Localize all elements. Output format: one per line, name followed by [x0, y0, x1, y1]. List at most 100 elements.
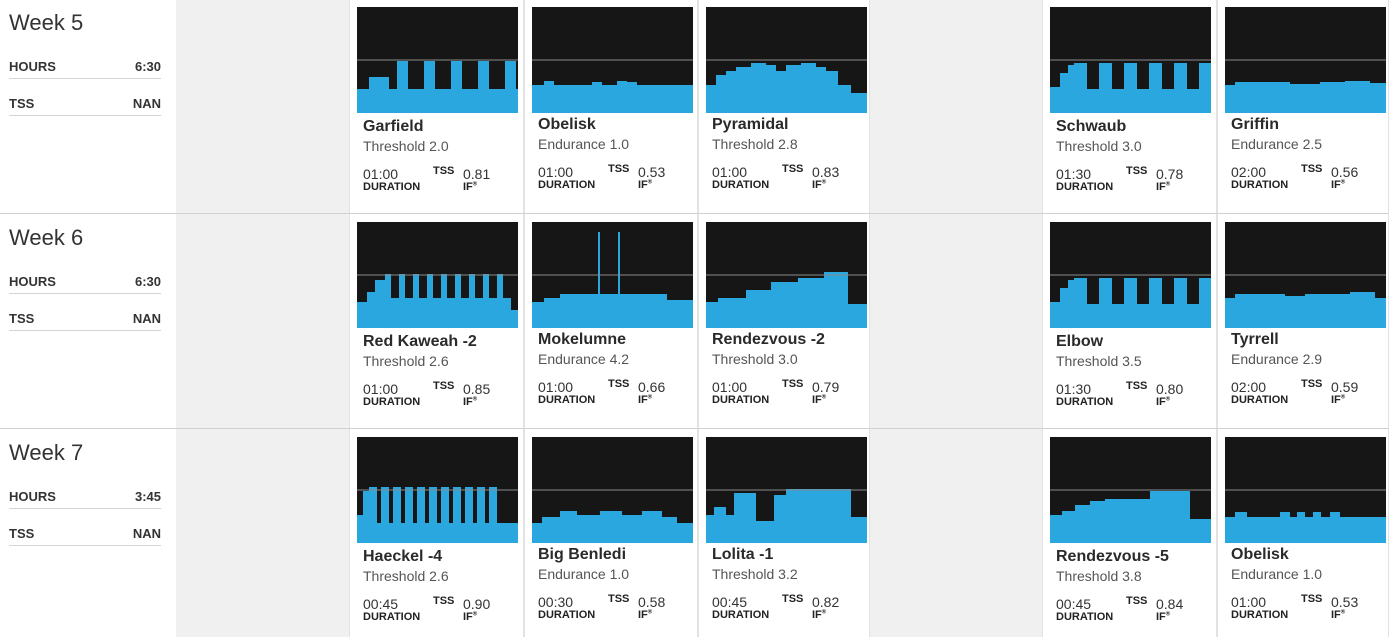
workout-duration-value: 01:30	[1056, 166, 1092, 182]
workout-if-value: 0.56	[1331, 164, 1359, 180]
workout-card[interactable]: Pyramidal Threshold 2.8 01:00 DURATION T…	[698, 0, 870, 215]
workout-if-value: 0.80	[1156, 381, 1184, 397]
tss-short-label: TSS	[782, 163, 804, 175]
workout-profile-chart	[532, 437, 693, 543]
empty-day-cell[interactable]	[176, 215, 349, 430]
empty-day-cell[interactable]	[870, 215, 1042, 430]
workout-name: Mokelumne	[538, 331, 627, 348]
tss-short-label: TSS	[782, 593, 804, 605]
workout-profile-chart	[1225, 222, 1386, 328]
workout-if-value: 0.53	[1331, 594, 1359, 610]
duration-label: DURATION	[1056, 611, 1114, 623]
if-label: IF®	[1331, 179, 1345, 191]
info-icon: ®	[472, 611, 478, 618]
tss-value: NAN	[132, 311, 161, 326]
workout-profile-chart	[706, 437, 867, 543]
workout-card[interactable]: Haeckel -4 Threshold 2.6 00:45 DURATION …	[349, 430, 524, 637]
workout-card[interactable]: Red Kaweah -2 Threshold 2.6 01:00 DURATI…	[349, 215, 524, 430]
workout-card[interactable]: Rendezvous -2 Threshold 3.0 01:00 DURATI…	[698, 215, 870, 430]
if-label-text: IF	[463, 181, 473, 193]
duration-label: DURATION	[363, 611, 421, 623]
if-label: IF®	[638, 609, 652, 621]
info-icon: ®	[821, 179, 827, 186]
tss-short-label: TSS	[433, 595, 455, 607]
tss-short-label: TSS	[608, 378, 630, 390]
workout-zone: Threshold 2.6	[363, 568, 449, 584]
workout-profile-chart	[357, 7, 518, 113]
tss-short-label: TSS	[1301, 163, 1323, 175]
workout-duration-value: 01:00	[538, 164, 574, 180]
workout-name: Lolita -1	[712, 546, 774, 563]
hours-value: 6:30	[134, 274, 161, 289]
workout-zone: Threshold 2.6	[363, 353, 449, 369]
workout-profile-chart	[357, 437, 518, 543]
workout-card[interactable]: Griffin Endurance 2.5 02:00 DURATION TSS…	[1217, 0, 1389, 215]
if-label-text: IF	[638, 609, 648, 621]
workout-card[interactable]: Garfield Threshold 2.0 01:00 DURATION TS…	[349, 0, 524, 215]
empty-day-cell[interactable]	[870, 0, 1042, 215]
workout-duration-value: 00:30	[538, 594, 574, 610]
week-title: Week 7	[9, 440, 84, 465]
workout-zone: Threshold 3.8	[1056, 568, 1142, 584]
workout-name: Rendezvous -2	[712, 331, 825, 348]
workout-card[interactable]: Big Benledi Endurance 1.0 00:30 DURATION…	[524, 430, 698, 637]
week-row: Week 5 HOURS 6:30 TSS NAN Garfield Thres…	[0, 0, 1389, 215]
workout-duration-value: 00:45	[363, 596, 399, 612]
info-icon: ®	[1165, 396, 1171, 403]
workout-card[interactable]: Tyrrell Endurance 2.9 02:00 DURATION TSS…	[1217, 215, 1389, 430]
workout-name: Red Kaweah -2	[363, 333, 477, 350]
workout-name: Obelisk	[538, 116, 596, 133]
if-label-text: IF	[463, 396, 473, 408]
if-label-text: IF	[463, 611, 473, 623]
info-icon: ®	[647, 609, 653, 616]
workout-card[interactable]: Elbow Threshold 3.5 01:30 DURATION TSS 0…	[1042, 215, 1217, 430]
tss-value: NAN	[132, 526, 161, 541]
hours-label: HOURS	[9, 274, 56, 289]
week-summary: Week 6 HOURS 6:30 TSS NAN	[0, 215, 176, 430]
tss-label: TSS	[9, 96, 35, 111]
workout-profile-chart	[357, 222, 518, 328]
if-label: IF®	[812, 609, 826, 621]
workout-name: Pyramidal	[712, 116, 789, 133]
workout-profile-chart	[1225, 437, 1386, 543]
week-divider	[0, 428, 1389, 429]
empty-day-cell[interactable]	[176, 0, 349, 215]
workout-zone: Endurance 2.9	[1231, 351, 1323, 367]
workout-profile-chart	[706, 222, 867, 328]
workout-card[interactable]: Schwaub Threshold 3.0 01:30 DURATION TSS…	[1042, 0, 1217, 215]
workout-name: Big Benledi	[538, 546, 627, 563]
workout-if-value: 0.59	[1331, 379, 1359, 395]
empty-day-cell[interactable]	[870, 430, 1042, 637]
workout-duration-value: 01:00	[712, 379, 748, 395]
workout-profile-chart	[1050, 222, 1211, 328]
duration-label: DURATION	[1231, 179, 1289, 191]
workout-zone: Threshold 2.0	[363, 138, 449, 154]
if-label: IF®	[1156, 396, 1170, 408]
tss-short-label: TSS	[1301, 378, 1323, 390]
workout-duration-value: 00:45	[712, 594, 748, 610]
workout-card[interactable]: Obelisk Endurance 1.0 01:00 DURATION TSS…	[524, 0, 698, 215]
week-tss-stat: TSS NAN	[9, 94, 161, 116]
if-label: IF®	[463, 611, 477, 623]
if-label: IF®	[812, 394, 826, 406]
info-icon: ®	[647, 179, 653, 186]
if-label-text: IF	[638, 394, 648, 406]
duration-label: DURATION	[363, 396, 421, 408]
workout-name: Griffin	[1231, 116, 1279, 133]
duration-label: DURATION	[538, 394, 596, 406]
tss-short-label: TSS	[782, 378, 804, 390]
empty-day-cell[interactable]	[176, 430, 349, 637]
if-label-text: IF	[812, 394, 822, 406]
workout-zone: Endurance 1.0	[538, 136, 630, 152]
workout-profile-chart	[1050, 7, 1211, 113]
if-label: IF®	[1156, 181, 1170, 193]
workout-card[interactable]: Obelisk Endurance 1.0 01:00 DURATION TSS…	[1217, 430, 1389, 637]
workout-duration-value: 01:00	[363, 166, 399, 182]
tss-label: TSS	[9, 311, 35, 326]
if-label: IF®	[1331, 609, 1345, 621]
tss-short-label: TSS	[608, 593, 630, 605]
workout-card[interactable]: Lolita -1 Threshold 3.2 00:45 DURATION T…	[698, 430, 870, 637]
workout-card[interactable]: Mokelumne Endurance 4.2 01:00 DURATION T…	[524, 215, 698, 430]
workout-duration-value: 01:00	[1231, 594, 1267, 610]
workout-card[interactable]: Rendezvous -5 Threshold 3.8 00:45 DURATI…	[1042, 430, 1217, 637]
